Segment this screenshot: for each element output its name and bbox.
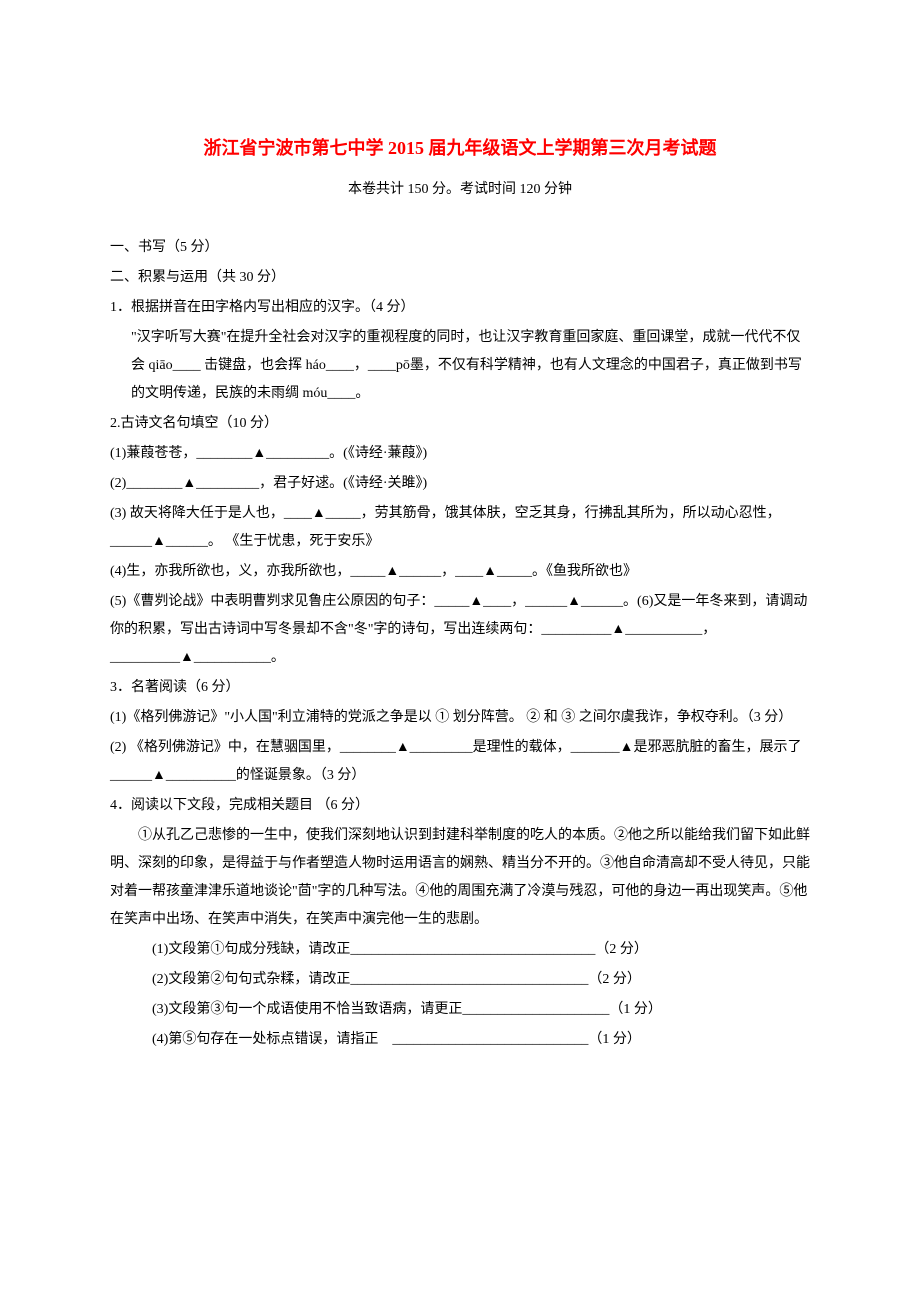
q3-item2: (2) 《格列佛游记》中，在慧骃国里，________▲_________是理性…	[110, 734, 810, 790]
q2-item5: (5)《曹刿论战》中表明曹刿求见鲁庄公原因的句子：_____▲____，____…	[110, 588, 810, 672]
q4-sub4: (4)第⑤句存在一处标点错误，请指正 _____________________…	[110, 1026, 810, 1054]
q4-sub1: (1)文段第①句成分残缺，请改正________________________…	[110, 936, 810, 964]
q2-stem: 2.古诗文名句填空（10 分）	[110, 410, 810, 438]
q2-item4: (4)生，亦我所欲也，义，亦我所欲也，_____▲______，____▲___…	[110, 558, 810, 586]
q4-stem: 4．阅读以下文段，完成相关题目 （6 分）	[110, 792, 810, 820]
section-1-heading: 一、书写（5 分）	[110, 234, 810, 262]
q3-stem: 3．名著阅读（6 分）	[110, 674, 810, 702]
section-2-heading: 二、积累与运用（共 30 分）	[110, 264, 810, 292]
q2-item2: (2)________▲_________，君子好逑。(《诗经·关雎》)	[110, 470, 810, 498]
q2-item1: (1)蒹葭苍苍，________▲_________。(《诗经·蒹葭》)	[110, 440, 810, 468]
exam-subtitle: 本卷共计 150 分。考试时间 120 分钟	[110, 176, 810, 204]
q2-item3: (3) 故天将降大任于是人也，____▲_____，劳其筋骨，饿其体肤，空乏其身…	[110, 500, 810, 556]
q1-body: "汉字听写大赛"在提升全社会对汉字的重视程度的同时，也让汉字教育重回家庭、重回课…	[110, 324, 810, 408]
q4-body: ①从孔乙己悲惨的一生中，使我们深刻地认识到封建科举制度的吃人的本质。②他之所以能…	[110, 822, 810, 934]
q4-sub3: (3)文段第③句一个成语使用不恰当致语病，请更正________________…	[110, 996, 810, 1024]
q4-sub2: (2)文段第②句句式杂糅，请改正________________________…	[110, 966, 810, 994]
q1-stem: 1．根据拼音在田字格内写出相应的汉字。（4 分）	[110, 294, 810, 322]
exam-title: 浙江省宁波市第七中学 2015 届九年级语文上学期第三次月考试题	[110, 130, 810, 166]
q3-item1: (1)《格列佛游记》"小人国"利立浦特的党派之争是以 ① 划分阵营。 ② 和 ③…	[110, 704, 810, 732]
